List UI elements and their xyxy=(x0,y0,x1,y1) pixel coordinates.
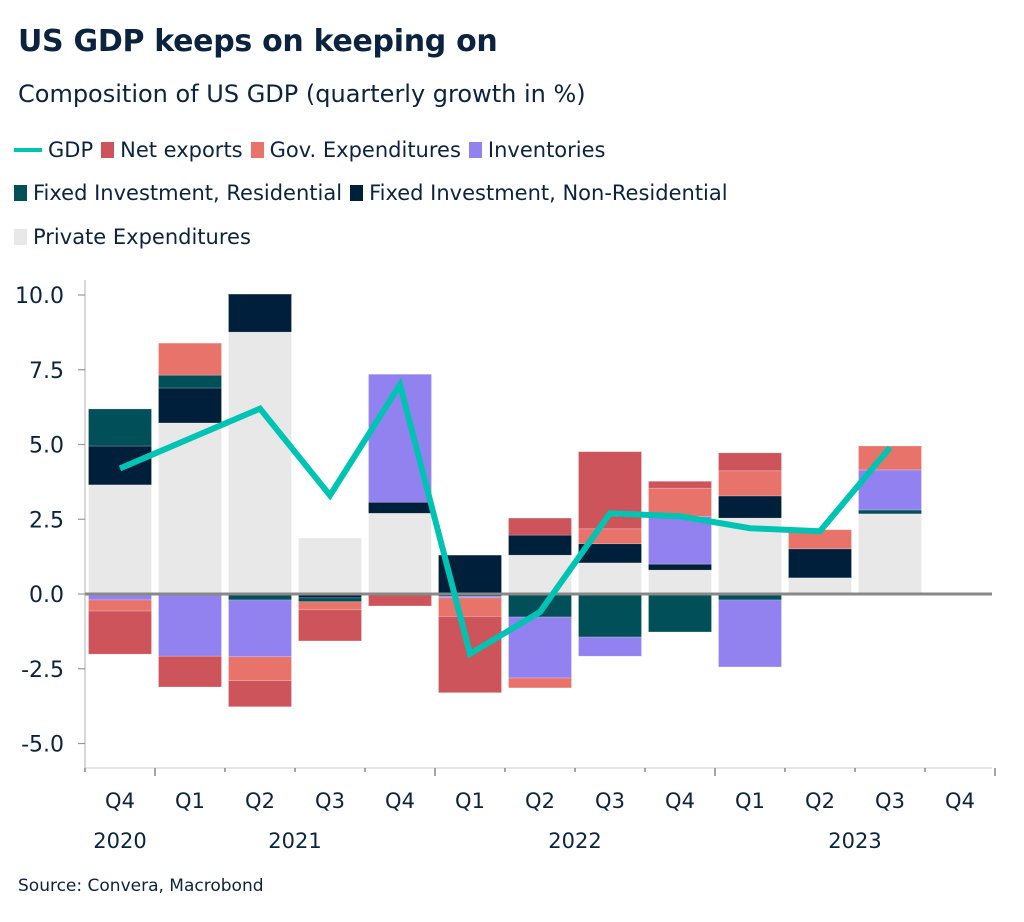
bar-segment-gov xyxy=(648,487,712,517)
stacked-bar-chart: 10.0 7.5 5.0 2.5 0.0 -2.5 -5.0 Q4 Q1 Q2 Q3 Q4 Q1 Q2 Q3… xyxy=(15,280,996,853)
bar-segment-inventories xyxy=(578,636,642,657)
bar-segment-private xyxy=(158,422,222,595)
bar-segment-non-residential xyxy=(508,534,572,556)
bar-segment-net-exports xyxy=(508,517,572,536)
legend-item-private: Private Expenditures xyxy=(14,225,251,249)
chart-title: US GDP keeps on keeping on xyxy=(18,24,498,59)
legend-item-residential: Fixed Investment, Residential xyxy=(14,181,342,205)
bar-segment-inventories xyxy=(228,599,292,658)
bar-segment-gov xyxy=(298,601,362,611)
x-tick-label: Q1 xyxy=(455,789,485,813)
bar-segment-non-residential xyxy=(718,495,782,519)
bar-segment-gov xyxy=(158,342,222,376)
bar-segment-private xyxy=(788,577,852,595)
bar-segment-net-exports xyxy=(228,680,292,708)
y-tick-label: 0.0 xyxy=(29,583,64,608)
bar-segment-private xyxy=(648,569,712,595)
legend-item-non-residential: Fixed Investment, Non-Residential xyxy=(350,181,728,205)
legend-item-gov: Gov. Expenditures xyxy=(250,138,461,162)
legend-swatch-non-residential xyxy=(350,185,364,201)
x-tick-label: Q4 xyxy=(665,789,695,813)
bar-segment-residential xyxy=(298,597,362,603)
bar-segment-private xyxy=(88,484,152,595)
legend-label-private: Private Expenditures xyxy=(33,225,251,249)
bar-segment-inventories xyxy=(648,515,712,565)
bar-segment-non-residential xyxy=(368,501,432,514)
bar-segment-private xyxy=(858,513,922,595)
legend-swatch-inventories xyxy=(468,142,482,158)
x-year-label: 2022 xyxy=(548,829,601,853)
bar-segment-private xyxy=(228,331,292,595)
bar-segment-net-exports xyxy=(88,610,152,655)
x-tick-label: Q1 xyxy=(175,789,205,813)
x-year-label: 2023 xyxy=(828,829,881,853)
x-year-label: 2020 xyxy=(93,829,146,853)
legend-item-net-exports: Net exports xyxy=(101,138,243,162)
x-year-label: 2021 xyxy=(268,829,321,853)
gdp-line xyxy=(118,377,893,659)
x-tick-label: Q3 xyxy=(595,789,625,813)
legend-item-gdp: GDP xyxy=(14,138,93,162)
x-tick-label: Q4 xyxy=(105,789,135,813)
bar-segment-gov xyxy=(508,677,572,689)
y-tick-label: 10.0 xyxy=(15,284,64,309)
bar-segment-inventories xyxy=(718,599,782,668)
bar-segment-gov xyxy=(438,597,502,617)
bar-segment-non-residential xyxy=(228,293,292,333)
bar-segment-net-exports xyxy=(158,655,222,688)
legend-row-2: Fixed Investment, Residential Fixed Inve… xyxy=(14,181,736,205)
bar-segment-residential xyxy=(88,408,152,447)
legend-label-gdp: GDP xyxy=(48,138,94,162)
y-tick-label: 2.5 xyxy=(29,508,64,533)
bar-segment-non-residential xyxy=(158,387,222,424)
bar-segment-residential xyxy=(578,593,642,638)
y-tick-label: -5.0 xyxy=(21,733,64,758)
x-tick-label: Q1 xyxy=(735,789,765,813)
source-note: Source: Convera, Macrobond xyxy=(18,876,264,896)
bar-segment-private xyxy=(298,537,362,595)
legend-label-residential: Fixed Investment, Residential xyxy=(33,181,343,205)
y-tick-label: -2.5 xyxy=(21,658,64,683)
y-tick-label: 7.5 xyxy=(29,359,64,384)
bar-segment-private xyxy=(368,512,432,595)
legend-label-inventories: Inventories xyxy=(487,138,606,162)
legend-swatch-net-exports xyxy=(101,142,115,158)
x-tick-label: Q4 xyxy=(945,789,975,813)
bar-segment-non-residential xyxy=(788,548,852,579)
legend-item-inventories: Inventories xyxy=(468,138,606,162)
legend-row-3: Private Expenditures xyxy=(14,225,259,249)
bar-segment-non-residential xyxy=(648,563,712,571)
legend-label-non-residential: Fixed Investment, Non-Residential xyxy=(369,181,728,205)
bar-segment-net-exports xyxy=(298,609,362,642)
bar-segment-private xyxy=(508,554,572,595)
legend-swatch-gdp xyxy=(14,148,42,152)
y-tick-label: 5.0 xyxy=(29,434,64,459)
bar-segment-private xyxy=(578,562,642,595)
bar-segment-net-exports xyxy=(648,480,712,489)
bar-segment-net-exports xyxy=(368,593,432,607)
legend-swatch-residential xyxy=(14,185,27,201)
chart-subtitle: Composition of US GDP (quarterly growth … xyxy=(18,80,586,108)
legend-label-net-exports: Net exports xyxy=(120,138,243,162)
x-tick-label: Q2 xyxy=(245,789,275,813)
bar-segment-inventories xyxy=(158,593,222,657)
bar-segment-residential xyxy=(648,593,712,633)
x-tick-label: Q3 xyxy=(875,789,905,813)
bar-segment-net-exports xyxy=(718,452,782,472)
legend-swatch-private xyxy=(14,229,27,245)
bar-segment-residential xyxy=(858,509,922,515)
x-tick-label: Q3 xyxy=(315,789,345,813)
bar-segment-gov xyxy=(88,599,152,612)
legend-label-gov: Gov. Expenditures xyxy=(269,138,461,162)
legend-swatch-gov xyxy=(250,142,264,158)
bar-segment-gov xyxy=(228,656,292,682)
bar-segment-gov xyxy=(718,470,782,497)
legend-row-1: GDP Net exports Gov. Expenditures Invent… xyxy=(14,138,613,162)
x-tick-label: Q2 xyxy=(525,789,555,813)
x-tick-label: Q2 xyxy=(805,789,835,813)
bar-segment-residential xyxy=(158,374,222,389)
x-tick-label: Q4 xyxy=(385,789,415,813)
